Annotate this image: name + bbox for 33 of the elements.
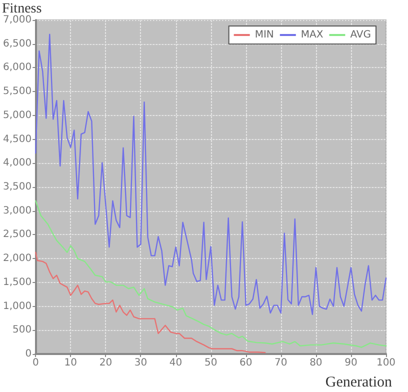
y-tick-label: 0 — [25, 348, 32, 360]
y-tick-label: 6,500 — [2, 38, 32, 50]
x-tick-label: 30 — [134, 358, 148, 368]
x-tick-label: 70 — [274, 358, 288, 368]
y-tick-label: 2,500 — [2, 229, 32, 240]
y-tick-label: 2,000 — [2, 253, 32, 264]
line-series — [35, 200, 387, 348]
y-tick-label: 4,500 — [2, 134, 32, 145]
x-tick-label: 60 — [239, 358, 252, 368]
y-tick-label: 500 — [12, 324, 32, 336]
x-tick-label: 50 — [204, 358, 218, 368]
y-tick-label: 4,000 — [2, 158, 32, 169]
legend-label: MAX — [300, 30, 324, 40]
y-axis-title: Fitness — [2, 2, 42, 16]
legend-label: AVG — [350, 30, 372, 40]
y-tick-label: 5,000 — [2, 110, 32, 121]
x-tick-label: 40 — [169, 358, 182, 368]
y-tick-label: 3,000 — [2, 205, 32, 216]
x-tick-label: 100 — [376, 358, 396, 368]
x-tick-label: 0 — [32, 358, 39, 368]
legend-label: MIN — [254, 30, 274, 40]
y-tick-label: 1,000 — [2, 300, 32, 312]
y-tick-label: 6,000 — [2, 62, 32, 74]
y-tick-label: 1,500 — [2, 276, 32, 288]
x-tick-label: 10 — [64, 358, 78, 368]
x-tick-label: 90 — [344, 358, 358, 368]
y-tick-label: 3,500 — [2, 182, 32, 192]
x-tick-label: 80 — [310, 358, 322, 368]
line-series — [35, 252, 266, 354]
x-axis-title: Generation — [325, 374, 392, 390]
y-tick-label: 5,500 — [2, 86, 32, 98]
x-tick-label: 20 — [99, 358, 112, 368]
y-tick-label: 7,000 — [2, 14, 32, 26]
